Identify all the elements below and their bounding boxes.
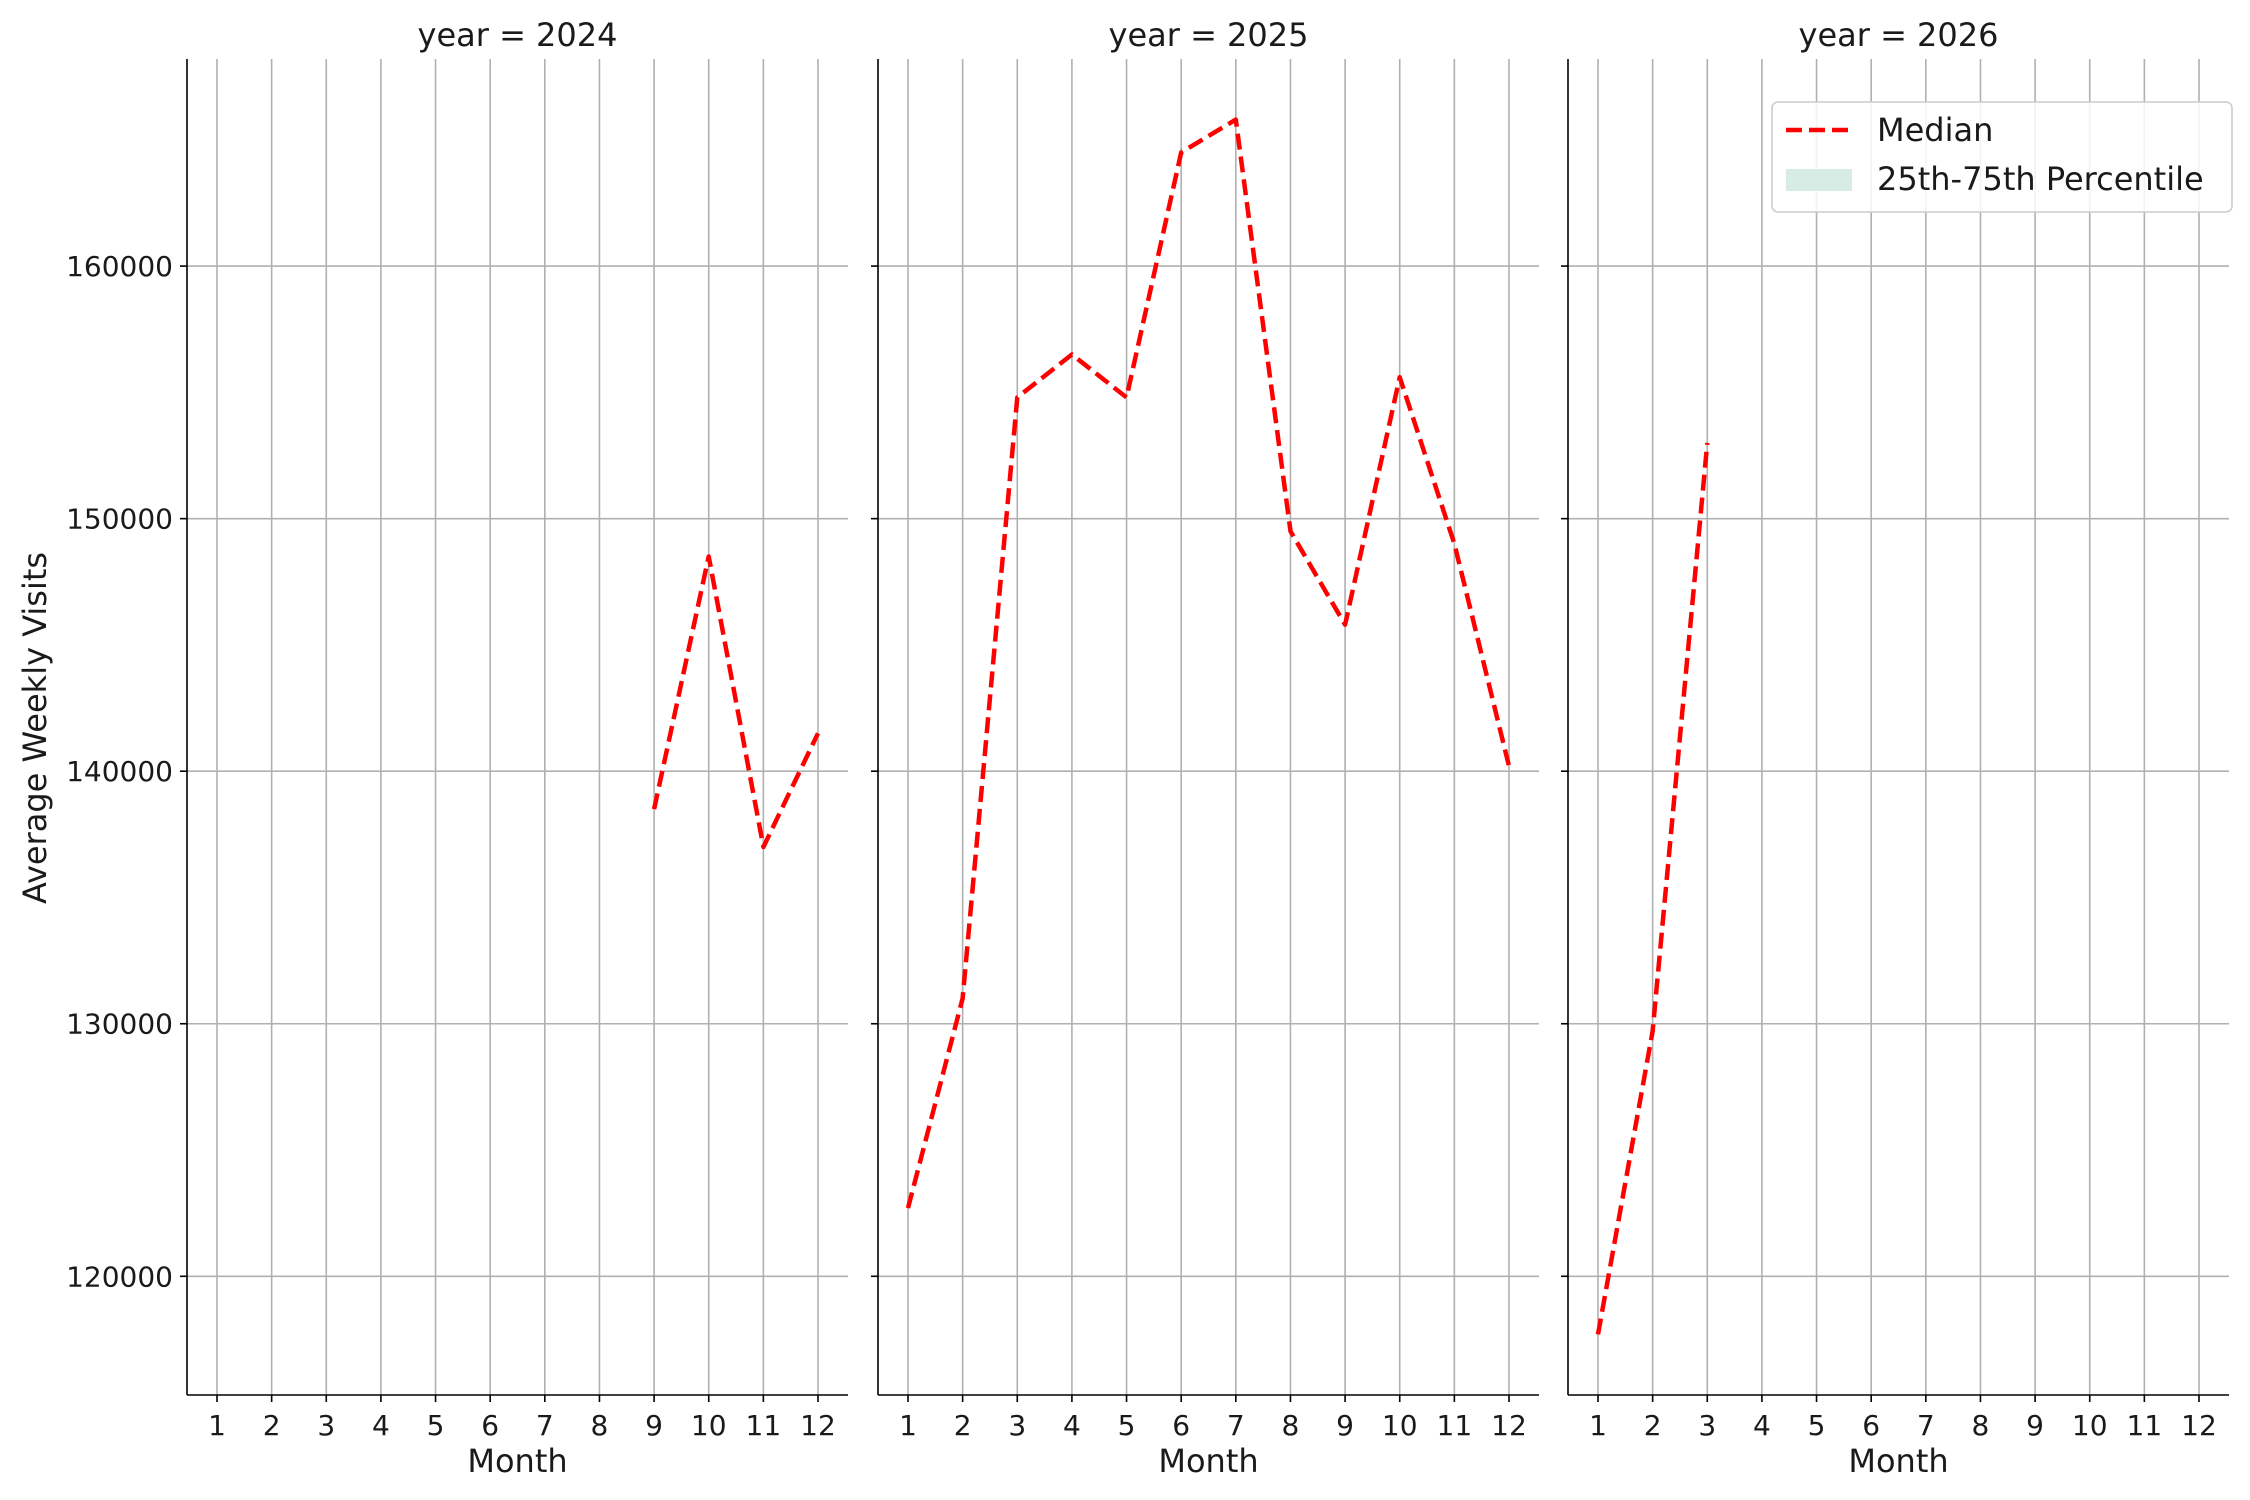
x-tick-label: 8 (1972, 1409, 1990, 1442)
legend-percentile-swatch (1786, 169, 1852, 191)
x-tick-label: 9 (1336, 1409, 1354, 1442)
x-tick-label: 10 (1382, 1409, 1418, 1442)
x-axis-label: Month (1158, 1442, 1258, 1480)
x-tick-label: 7 (1917, 1409, 1935, 1442)
x-tick-label: 11 (1437, 1409, 1473, 1442)
x-tick-label: 4 (1753, 1409, 1771, 1442)
y-tick-label: 160000 (66, 250, 173, 283)
x-tick-label: 12 (1491, 1409, 1527, 1442)
y-tick-label: 130000 (66, 1008, 173, 1041)
x-tick-label: 5 (1808, 1409, 1826, 1442)
x-tick-label: 3 (317, 1409, 335, 1442)
x-tick-label: 9 (645, 1409, 663, 1442)
x-tick-label: 6 (481, 1409, 499, 1442)
x-tick-label: 1 (899, 1409, 917, 1442)
legend-percentile-label: 25th-75th Percentile (1877, 160, 2204, 198)
x-tick-label: 2 (1644, 1409, 1662, 1442)
x-tick-label: 3 (1008, 1409, 1026, 1442)
y-tick-label: 140000 (66, 755, 173, 788)
x-tick-label: 11 (2127, 1409, 2163, 1442)
x-tick-label: 5 (427, 1409, 445, 1442)
x-tick-label: 6 (1172, 1409, 1190, 1442)
x-axis-label: Month (1848, 1442, 1948, 1480)
legend: Median 25th-75th Percentile (1771, 101, 2233, 213)
y-tick-label: 150000 (66, 503, 173, 536)
legend-frame (1771, 101, 2233, 213)
x-tick-label: 7 (1227, 1409, 1245, 1442)
x-tick-label: 10 (691, 1409, 727, 1442)
x-tick-label: 2 (954, 1409, 972, 1442)
panel-title: year = 2025 (1109, 16, 1309, 54)
panel-title: year = 2026 (1799, 16, 1999, 54)
x-tick-label: 8 (591, 1409, 609, 1442)
x-tick-label: 12 (2181, 1409, 2217, 1442)
x-tick-label: 1 (208, 1409, 226, 1442)
x-tick-label: 8 (1282, 1409, 1300, 1442)
y-axis-label: Average Weekly Visits (16, 552, 54, 904)
x-tick-label: 1 (1589, 1409, 1607, 1442)
x-tick-label: 6 (1862, 1409, 1880, 1442)
x-tick-label: 3 (1698, 1409, 1716, 1442)
legend-median-label: Median (1877, 111, 1993, 149)
x-tick-label: 4 (372, 1409, 390, 1442)
x-tick-label: 5 (1118, 1409, 1136, 1442)
median-line (1595, 442, 1710, 1335)
x-tick-label: 9 (2026, 1409, 2044, 1442)
panel-title: year = 2024 (418, 16, 618, 54)
x-tick-label: 10 (2072, 1409, 2108, 1442)
median-line (651, 554, 821, 850)
x-tick-label: 7 (536, 1409, 554, 1442)
x-tick-label: 11 (746, 1409, 782, 1442)
x-tick-label: 12 (800, 1409, 836, 1442)
x-axis-label: Month (467, 1442, 567, 1480)
median-line (905, 117, 1512, 1209)
y-tick-label: 120000 (66, 1260, 173, 1293)
x-tick-label: 4 (1063, 1409, 1081, 1442)
x-tick-label: 2 (263, 1409, 281, 1442)
